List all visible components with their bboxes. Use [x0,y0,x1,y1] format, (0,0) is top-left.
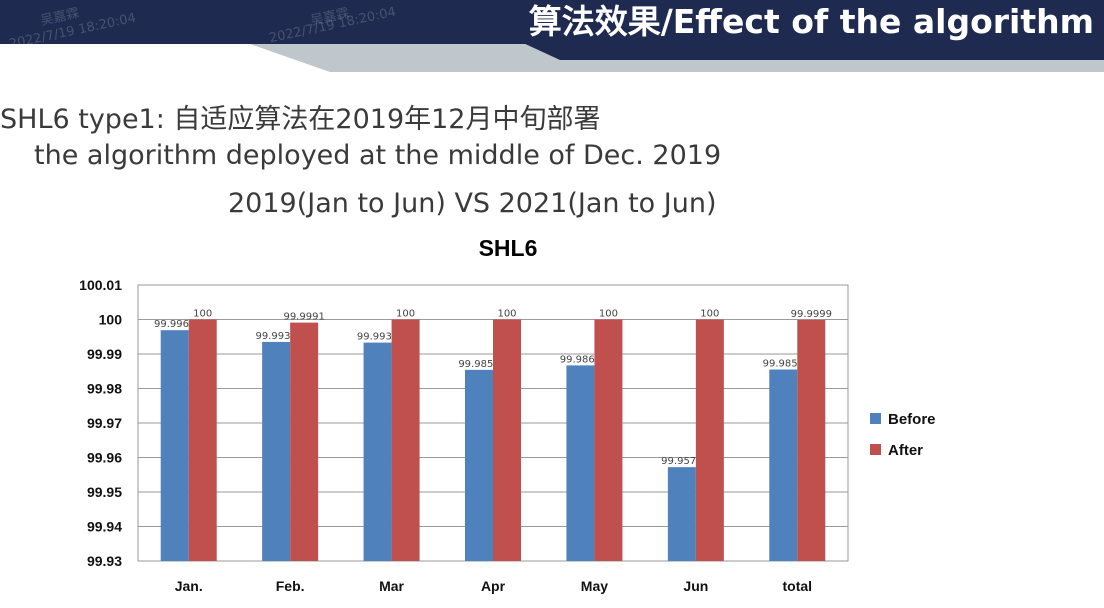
data-label-before: 99.9935 [255,331,296,342]
data-label-before: 99.9969 [154,319,195,330]
bar-after [594,319,623,561]
data-label-after: 100 [599,309,618,320]
bar-after [391,319,420,561]
legend-swatch-after [870,444,881,455]
bar-before [262,341,291,561]
chart-title: SHL6 [479,235,538,261]
data-label-before: 99.9854 [458,359,499,370]
bar-chart: SHL6 99.93 99.94 99.95 99.96 99.97 99.98 99.99… [79,235,936,594]
y-tick-label: 99.99 [87,346,122,362]
data-label-before: 99.9572 [661,456,702,467]
bar-before [566,365,595,561]
x-tick-label: Jun [683,578,708,594]
y-tick-label: 100.01 [79,277,122,293]
data-label-after: 99.9999 [791,309,832,320]
y-tick-label: 100 [99,312,123,328]
data-label-before: 99.9933 [357,332,398,343]
bar-before [667,467,696,561]
bar-after [188,319,217,561]
subtitle-line-3: 2019(Jan to Jun) VS 2021(Jan to Jun) [228,188,717,219]
bar-before [769,369,798,561]
x-tick-label: Jan. [175,578,203,594]
y-tick-label: 99.98 [87,381,122,397]
header-dark-wedge [430,0,1104,60]
y-tick-label: 99.96 [87,450,122,466]
y-tick-label: 99.97 [87,415,122,431]
x-tick-label: Apr [481,578,506,594]
page-title: 算法效果/Effect of the algorithm [528,2,1094,41]
data-label-after: 100 [700,309,719,320]
x-tick-label: total [783,578,813,594]
bar-after [493,319,521,561]
subtitle-line-1: SHL6 type1: 自适应算法在2019年12月中旬部署 [0,104,601,135]
x-tick-label: Feb. [276,578,305,594]
data-label-before: 99.9855 [763,359,804,370]
legend-label-after: After [888,442,923,459]
data-label-after: 99.9991 [283,312,324,323]
legend-label-before: Before [888,411,936,428]
x-tick-label: Mar [379,578,404,594]
bar-after [695,319,724,561]
subtitle-line-2: the algorithm deployed at the middle of … [34,140,722,171]
bar-after [797,319,826,561]
legend: Before After [870,411,936,459]
plot-area: 99.93 99.94 99.95 99.96 99.97 99.98 99.99 100 10… [79,277,849,594]
header-band [0,0,1104,72]
bar-before [363,342,392,561]
y-tick-label: 99.93 [87,553,122,569]
data-label-before: 99.9867 [560,354,601,365]
bar-before [465,369,493,561]
data-label-after: 100 [396,309,415,320]
data-label-after: 100 [193,309,212,320]
x-tick-label: May [581,578,608,594]
bar-after [290,322,319,561]
data-label-after: 100 [497,309,516,320]
y-tick-label: 99.94 [87,519,122,535]
legend-swatch-before [870,413,881,424]
y-tick-label: 99.95 [87,484,122,500]
bar-before [160,330,189,561]
